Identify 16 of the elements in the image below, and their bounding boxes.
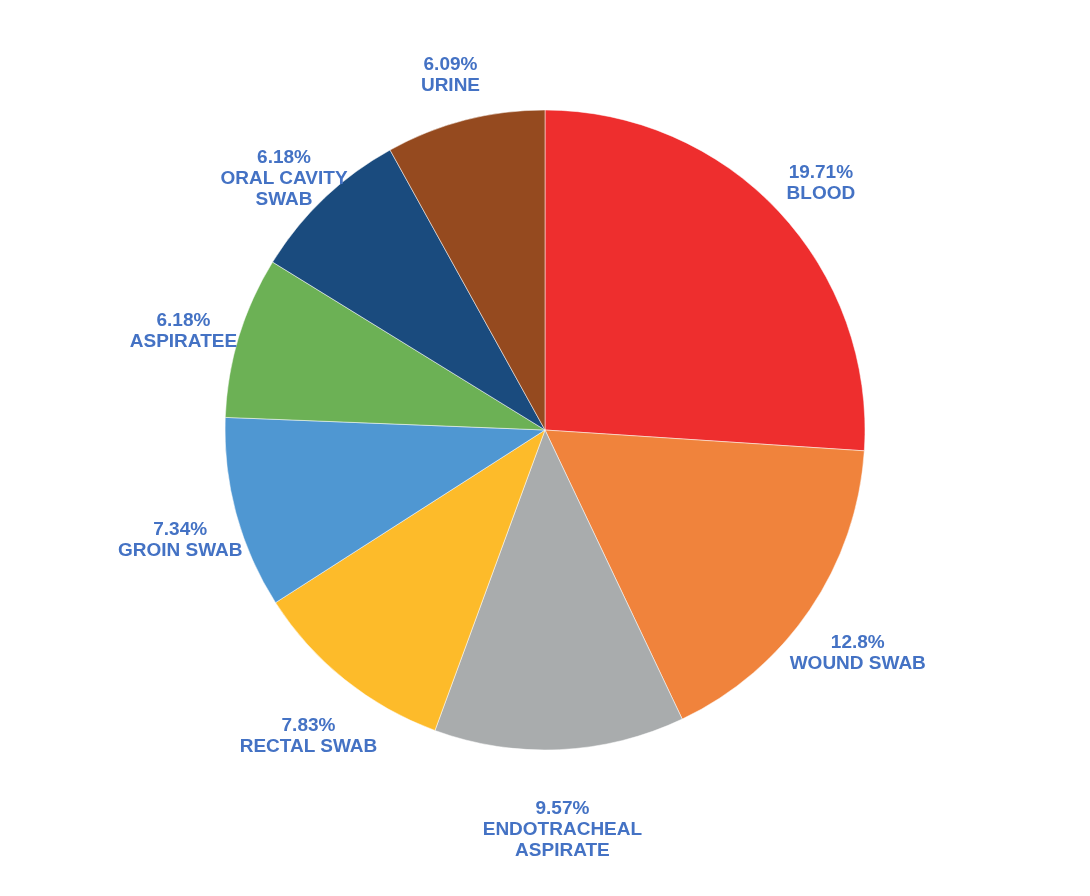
slice-label: URINE xyxy=(420,74,481,96)
slice-label: ASPIRATEE xyxy=(129,329,238,351)
slice-label: RECTAL SWAB xyxy=(239,734,378,756)
data-label: 6.18% xyxy=(156,308,211,330)
data-label: 12.8% xyxy=(830,631,885,653)
slice-label: BLOOD xyxy=(786,181,856,203)
data-label: 7.34% xyxy=(153,518,208,540)
slice-label: WOUND SWAB xyxy=(789,652,926,674)
slice-label: ENDOTRACHEAL ASPIRATE xyxy=(482,817,643,860)
slice-label: GROIN SWAB xyxy=(117,539,243,561)
data-label: 19.71% xyxy=(788,160,854,182)
slice-label: ORAL CAVITY SWAB xyxy=(220,166,348,209)
data-label: 6.18% xyxy=(257,145,312,167)
data-label: 9.57% xyxy=(535,796,590,818)
data-label: 6.09% xyxy=(423,53,478,75)
data-label: 7.83% xyxy=(281,713,336,735)
